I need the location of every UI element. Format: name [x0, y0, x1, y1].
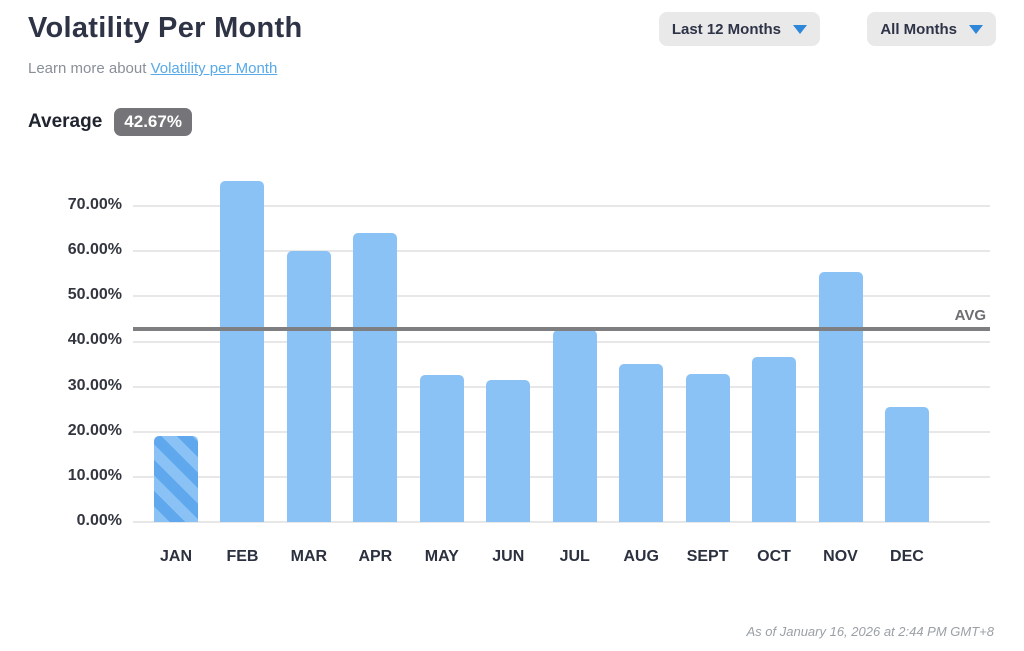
gridline: [133, 205, 990, 208]
average-value-badge: 42.67%: [114, 108, 192, 136]
bar-aug[interactable]: [619, 364, 664, 522]
average-line: [133, 327, 990, 332]
gridline: [133, 521, 990, 523]
volatility-learn-more-link[interactable]: Volatility per Month: [150, 60, 278, 77]
x-tick-label-apr: APR: [358, 548, 393, 565]
x-tick-label-mar: MAR: [290, 548, 328, 565]
y-tick-label: 40.00%: [67, 331, 122, 349]
bar-feb[interactable]: [220, 181, 265, 522]
y-tick-label: 70.00%: [67, 196, 122, 214]
bar-sept[interactable]: [685, 374, 730, 522]
x-tick-label-aug: AUG: [623, 548, 659, 565]
bar-may[interactable]: [419, 375, 464, 522]
period-dropdown-value: Last 12 Months: [671, 20, 781, 38]
bar-dec[interactable]: [884, 406, 929, 522]
x-tick-label-may: MAY: [424, 548, 459, 565]
bar-chart-plot-area: AVG: [133, 170, 990, 523]
bar-jan[interactable]: [154, 436, 198, 522]
bar-jul[interactable]: [552, 330, 597, 522]
y-tick-label: 0.00%: [76, 512, 122, 529]
chevron-down-icon: [793, 24, 807, 34]
x-tick-label-oct: OCT: [757, 548, 791, 565]
x-tick-label-jun: JUN: [492, 548, 525, 565]
gridline: [133, 250, 990, 253]
y-tick-label: 50.00%: [67, 286, 122, 304]
period-dropdown[interactable]: Last 12 Months: [658, 12, 820, 46]
months-dropdown[interactable]: All Months: [867, 12, 996, 46]
page-title: Volatility Per Month: [28, 12, 303, 44]
x-tick-label-sept: SEPT: [686, 548, 729, 565]
bar-apr[interactable]: [353, 233, 398, 522]
average-row: Average 42.67%: [28, 108, 192, 136]
subtitle: Learn more about Volatility per Month: [28, 60, 277, 77]
x-tick-label-dec: DEC: [890, 548, 924, 565]
average-label: Average: [28, 111, 103, 132]
as-of-timestamp: As of January 16, 2026 at 2:44 PM GMT+8: [746, 624, 995, 639]
x-tick-label-jul: JUL: [559, 548, 590, 565]
subtitle-text: Learn more about: [28, 60, 151, 77]
bar-jun[interactable]: [486, 379, 531, 522]
y-tick-label: 10.00%: [67, 466, 122, 484]
bar-nov[interactable]: [818, 271, 863, 522]
y-tick-label: 30.00%: [67, 376, 122, 394]
bar-oct[interactable]: [752, 357, 797, 522]
months-dropdown-value: All Months: [880, 20, 957, 38]
x-tick-label-nov: NOV: [823, 548, 858, 565]
bar-mar[interactable]: [286, 251, 331, 522]
gridline: [133, 295, 990, 298]
y-tick-label: 60.00%: [67, 241, 122, 259]
x-tick-label-feb: FEB: [226, 548, 259, 565]
y-tick-label: 20.00%: [67, 421, 122, 439]
average-line-label: AVG: [954, 307, 986, 325]
chevron-down-icon: [969, 24, 983, 34]
x-tick-label-jan: JAN: [159, 548, 192, 565]
